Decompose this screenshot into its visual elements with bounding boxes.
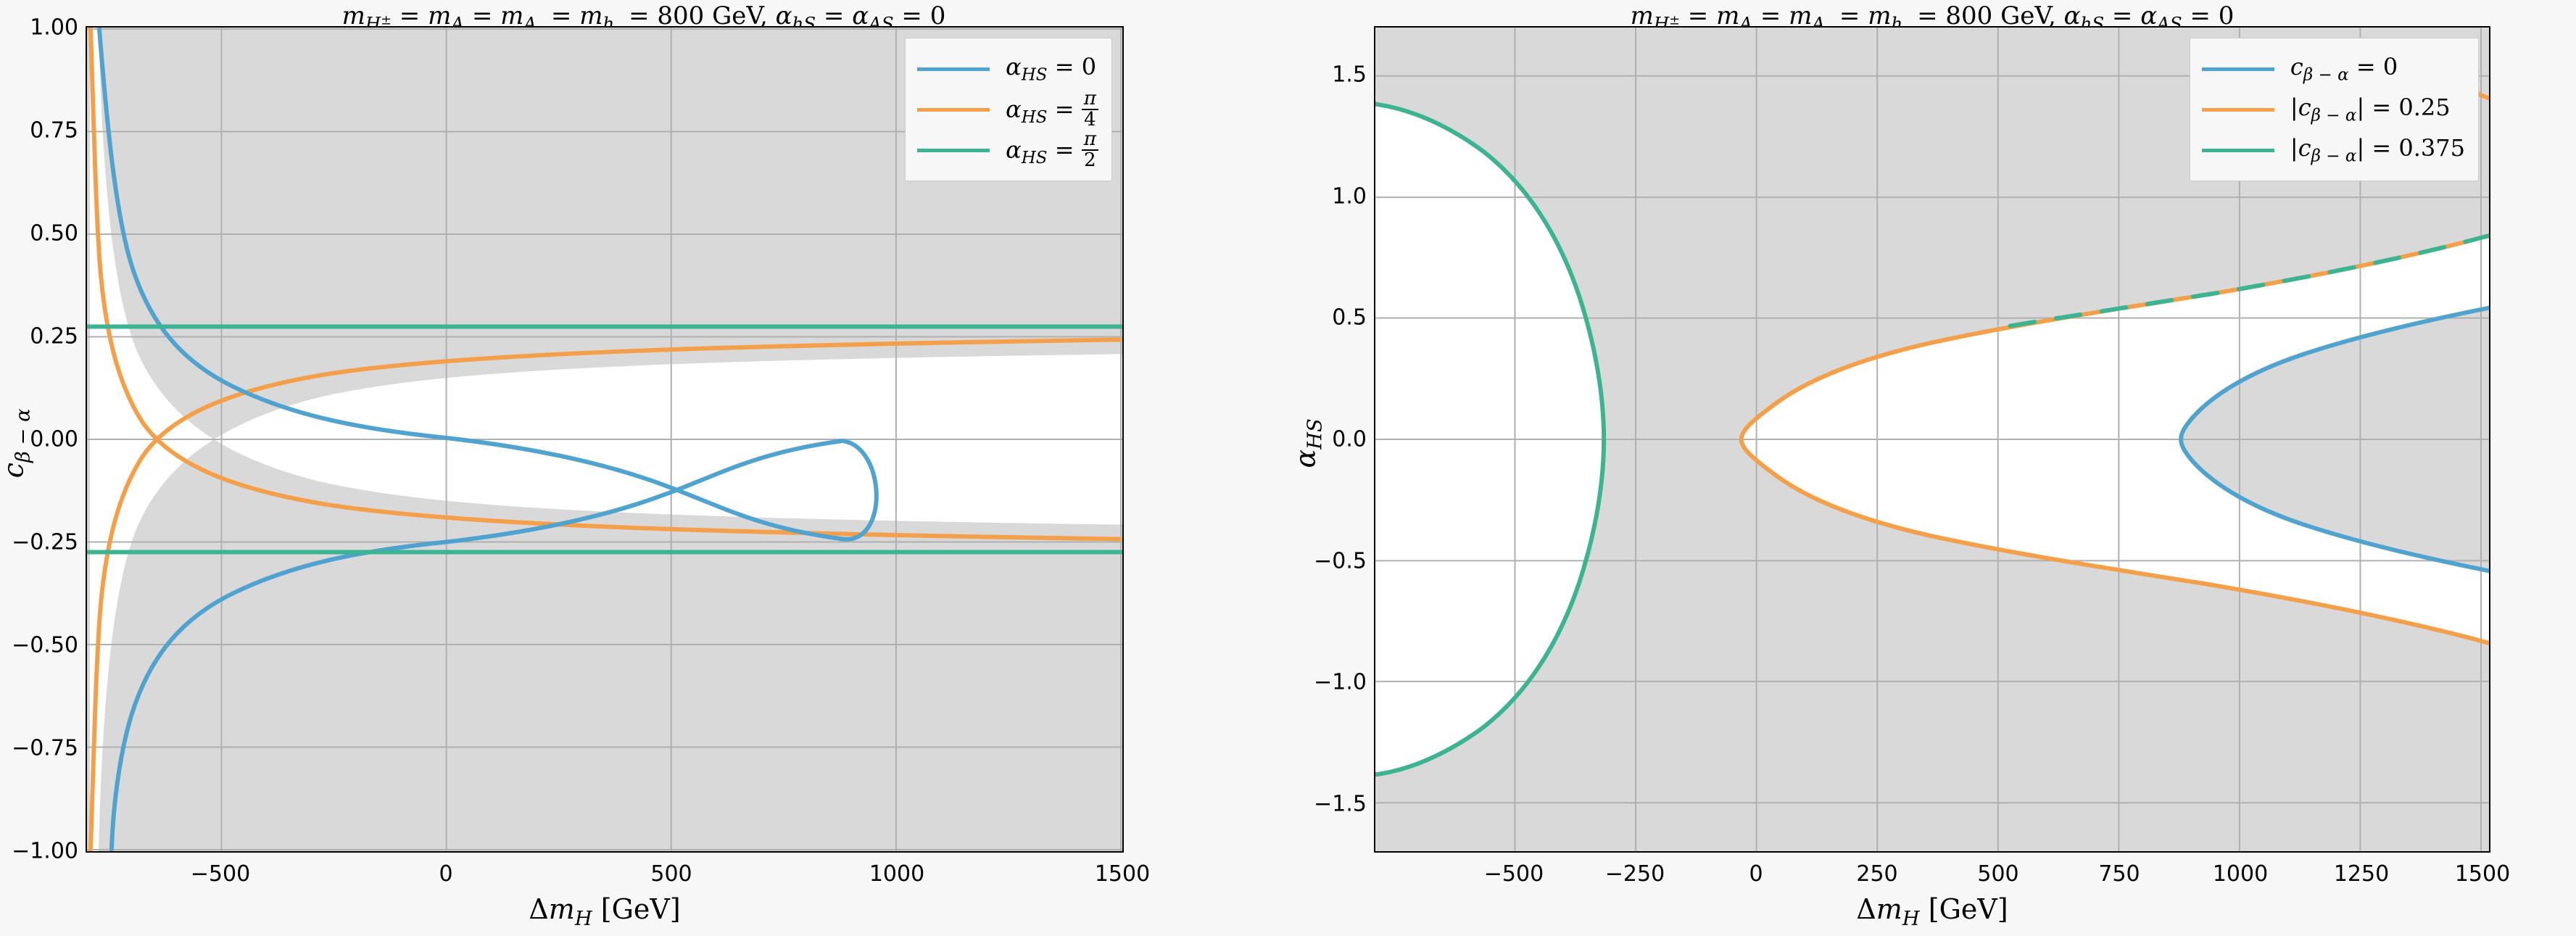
right-yaxis-label: αHS [1289, 418, 1327, 468]
left-ytick-neg0.25: −0.25 [12, 529, 78, 555]
legend-swatch-blue-right [2201, 67, 2274, 71]
right-xtick-750: 750 [2098, 861, 2140, 887]
legend-item-cba-0[interactable]: cβ − α = 0 [2201, 49, 2465, 89]
legend-swatch-blue [917, 67, 990, 71]
left-xaxis-label: ΔmH [GeV] [529, 893, 681, 930]
right-plot-panel: mH± = mA = mAs = mhs = 800 GeV, αhS = αA… [1288, 0, 2576, 936]
legend-swatch-orange-right [2201, 107, 2274, 112]
left-ytick-neg1.00: −1.00 [12, 838, 78, 864]
right-xtick-neg500: −500 [1483, 861, 1544, 887]
left-ytick-0.75: 0.75 [30, 117, 78, 144]
right-ytick-neg0.5: −0.5 [1314, 548, 1367, 574]
right-xtick-250: 250 [1856, 861, 1898, 887]
right-legend[interactable]: cβ − α = 0 |cβ − α| = 0.25 |cβ − α| = 0.… [2189, 38, 2479, 181]
right-ytick-0.5: 0.5 [1332, 305, 1367, 331]
left-ytick-neg0.75: −0.75 [12, 735, 78, 761]
left-xtick-500: 500 [650, 861, 692, 887]
left-xtick-0: 0 [439, 861, 453, 887]
curve-alphaHS-0-lower [109, 539, 449, 851]
curve-alphaHS-pi4-upper [88, 28, 1122, 542]
right-xtick-1250: 1250 [2333, 861, 2390, 887]
left-xtick-neg500: −500 [190, 861, 251, 887]
legend-item-cba-0.375[interactable]: |cβ − α| = 0.375 [2201, 130, 2465, 170]
legend-swatch-orange [917, 107, 990, 112]
left-xtick-1500: 1500 [1094, 861, 1151, 887]
curve-cba-0 [2179, 305, 2489, 573]
right-ytick-neg1.5: −1.5 [1314, 791, 1367, 817]
left-plot-panel: mH± = mA = mAs = mhs = 800 GeV, αhS = αA… [0, 1, 1151, 930]
left-ytick-0.25: 0.25 [30, 323, 78, 349]
left-ytick-0.50: 0.50 [30, 220, 78, 247]
curve-alphaHS-pi4-lower [88, 337, 1122, 851]
right-xtick-1500: 1500 [2454, 861, 2511, 887]
right-axes: cβ − α = 0 |cβ − α| = 0.25 |cβ − α| = 0.… [1374, 26, 2490, 853]
curve-alphaHS-0-upper [96, 28, 449, 440]
legend-swatch-green [917, 148, 990, 152]
legend-label-cba-0.375: |cβ − α| = 0.375 [2290, 134, 2465, 166]
right-ytick-1.5: 1.5 [1332, 62, 1367, 88]
left-ytick-neg0.50: −0.50 [12, 632, 78, 658]
right-xtick-neg250: −250 [1604, 861, 1665, 887]
curve-cba-0.375 [1375, 102, 1607, 777]
left-ytick-1.00: 1.00 [30, 15, 78, 41]
right-plot-title: mH± = mA = mAs = mhs = 800 GeV, αhS = αA… [1630, 1, 2235, 37]
right-xtick-1000: 1000 [2212, 861, 2269, 887]
legend-item-alphaHS-0[interactable]: αHS = 0 [917, 49, 1098, 89]
grid-horizontal [87, 28, 1122, 851]
right-ytick-1.0: 1.0 [1332, 183, 1367, 210]
legend-label-alphaHS-0: αHS = 0 [1006, 53, 1097, 85]
right-ytick-0.0: 0.0 [1332, 426, 1367, 452]
right-plot-svg [1375, 28, 2489, 851]
legend-swatch-green-right [2201, 148, 2274, 152]
curve-cba-0.375-overlay [1995, 233, 2489, 331]
left-ytick-0.00: 0.00 [30, 426, 78, 452]
curve-alphaHS-0-lobe [444, 436, 879, 544]
legend-item-cba-0.25[interactable]: |cβ − α| = 0.25 [2201, 89, 2465, 130]
right-ytick-neg1.0: −1.0 [1314, 669, 1367, 695]
right-xtick-500: 500 [1977, 861, 2019, 887]
left-yaxis-label: cβ − α [0, 408, 35, 479]
right-xtick-0: 0 [1749, 861, 1763, 887]
legend-label-cba-0: cβ − α = 0 [2290, 53, 2398, 85]
right-xaxis-label: ΔmH [GeV] [1856, 893, 2008, 930]
left-xtick-1000: 1000 [869, 861, 925, 887]
legend-label-cba-0.25: |cβ − α| = 0.25 [2290, 94, 2451, 125]
